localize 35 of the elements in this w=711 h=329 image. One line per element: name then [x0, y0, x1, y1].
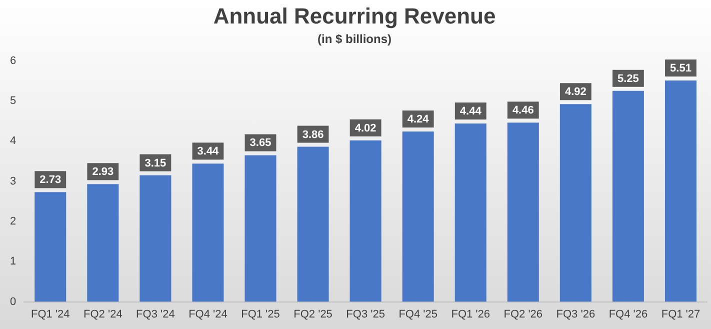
data-label: 3.15	[144, 157, 166, 170]
x-tick-label: FQ4 '24	[188, 308, 228, 320]
data-label: 3.86	[302, 128, 324, 141]
data-label: 4.46	[512, 104, 534, 117]
data-label: 5.25	[617, 72, 639, 85]
data-label: 5.51	[670, 62, 692, 75]
x-tick-label: FQ2 '25	[294, 308, 332, 320]
x-tick-label: FQ3 '25	[346, 308, 385, 320]
x-tick-label: FQ1 '25	[241, 308, 280, 320]
x-tick-label: FQ2 '24	[84, 308, 122, 320]
y-tick-label: 1	[10, 256, 16, 268]
x-tick-label: FQ2 '26	[504, 308, 543, 320]
data-label: 3.44	[197, 146, 220, 158]
data-label: 2.93	[92, 166, 114, 178]
data-label: 4.02	[354, 122, 376, 134]
data-label: 4.24	[407, 114, 430, 126]
data-label: 4.44	[460, 105, 482, 118]
y-tick-label: 4	[10, 135, 16, 148]
x-tick-label: FQ1 '26	[451, 308, 490, 320]
chart-subtitle: (in $ billions)	[318, 32, 392, 46]
y-tick-label: 6	[10, 54, 16, 67]
chart-title: Annual Recurring Revenue	[213, 3, 496, 28]
data-label: 4.92	[564, 86, 586, 98]
x-tick-label: FQ4 '26	[608, 308, 648, 320]
x-tick-label: FQ4 '25	[398, 308, 438, 320]
y-tick-label: 5	[10, 95, 16, 107]
x-tick-label: FQ3 '24	[136, 308, 175, 320]
y-tick-label: 3	[10, 175, 16, 188]
x-tick-label: FQ1 '24	[30, 308, 70, 320]
x-tick-label: FQ3 '26	[556, 308, 596, 320]
y-tick-label: 0	[10, 296, 16, 308]
data-label: 3.65	[250, 137, 272, 150]
data-label: 2.73	[40, 174, 62, 186]
x-tick-label: FQ1 '27	[661, 308, 700, 320]
y-tick-label: 2	[10, 216, 16, 228]
